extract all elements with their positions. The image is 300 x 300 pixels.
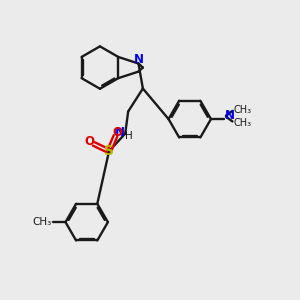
Text: N: N <box>225 109 235 122</box>
Text: H: H <box>125 131 133 141</box>
Text: CH₃: CH₃ <box>234 105 252 115</box>
Text: CH₃: CH₃ <box>32 217 51 227</box>
Text: O: O <box>85 135 94 148</box>
Text: S: S <box>104 144 114 158</box>
Text: N: N <box>115 127 125 140</box>
Text: N: N <box>134 53 143 66</box>
Text: CH₃: CH₃ <box>234 118 252 128</box>
Text: O: O <box>113 127 123 140</box>
